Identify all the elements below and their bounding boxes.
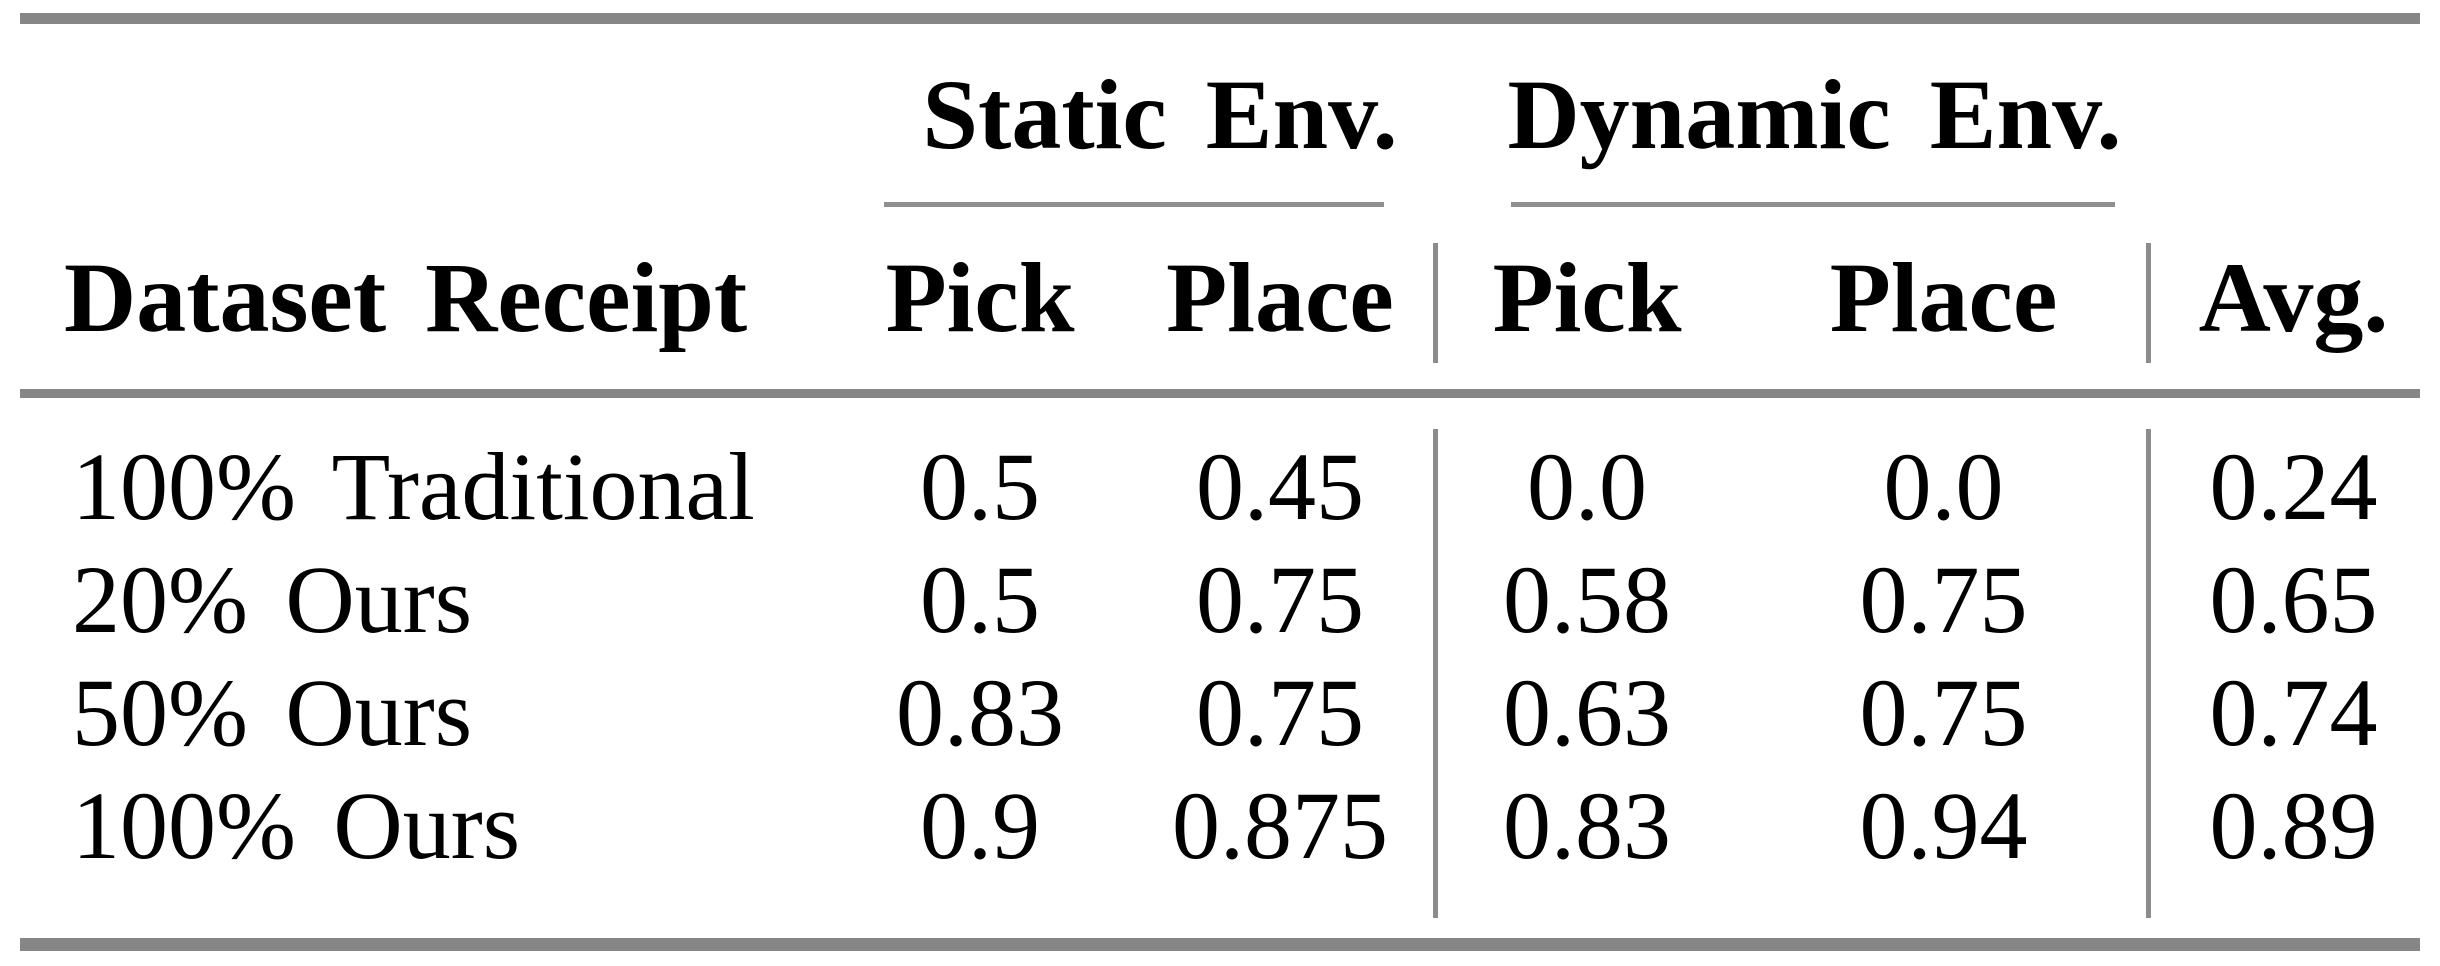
row-label: 100% Traditional: [72, 432, 755, 540]
col-header-avg: Avg.: [2198, 241, 2389, 353]
static-pick-value: 0.83: [896, 658, 1064, 766]
col-header-static-pick: Pick: [885, 241, 1075, 353]
vertical-rule-avg-header: [2146, 243, 2151, 363]
static-pick-value: 0.5: [920, 432, 1040, 540]
table-mid-rule: [20, 389, 2420, 398]
rule-spacer-cell: [20, 408, 2420, 430]
group-header-dynamic-env: Dynamic Env.: [1507, 59, 2122, 170]
col-header-dynamic-place: Place: [1829, 241, 2058, 353]
group-header-spacer-left: [20, 23, 860, 207]
group-header-row: Static Env. Dynamic Env.: [20, 23, 2420, 207]
col-header-dynamic-pick: Pick: [1492, 241, 1682, 353]
dynamic-pick-value: 0.0: [1527, 432, 1647, 540]
dynamic-place-value: 0.75: [1859, 545, 2028, 653]
vertical-rule-avg-body: [2146, 429, 2151, 918]
table-top-rule: [20, 13, 2420, 24]
column-header-row: Dataset Receipt Pick Place Pick Place Av…: [20, 207, 2420, 408]
avg-value: 0.89: [2209, 771, 2378, 879]
rule-spacer-row: [20, 408, 2420, 430]
vertical-rule-static-dynamic-header: [1433, 243, 1438, 363]
table-row: 50% Ours 0.83 0.75 0.63 0.75 0.74: [20, 656, 2420, 769]
group-header-spacer-right: [2147, 23, 2420, 207]
table-row: 100% Ours 0.9 0.875 0.83 0.94 0.89: [20, 769, 2420, 882]
static-place-value: 0.75: [1196, 658, 1364, 766]
dynamic-env-cmidrule: [1511, 202, 2115, 207]
col-header-static-place: Place: [1166, 241, 1394, 353]
dynamic-place-value: 0.0: [1883, 432, 2004, 540]
dynamic-pick-value: 0.58: [1503, 545, 1671, 653]
static-env-cmidrule: [884, 202, 1384, 207]
avg-value: 0.74: [2209, 658, 2378, 766]
row-label: 100% Ours: [72, 771, 521, 879]
row-label: 50% Ours: [72, 658, 473, 766]
dynamic-place-value: 0.94: [1859, 771, 2028, 879]
vertical-rule-static-dynamic-body: [1433, 429, 1438, 918]
avg-value: 0.24: [2209, 432, 2378, 540]
col-header-dataset-receipt: Dataset Receipt: [64, 241, 748, 353]
dynamic-pick-value: 0.63: [1503, 658, 1671, 766]
avg-value: 0.65: [2209, 545, 2378, 653]
group-header-static-env: Static Env.: [922, 59, 1398, 170]
table-bottom-rule: [20, 938, 2420, 951]
static-place-value: 0.875: [1172, 771, 1388, 879]
table-row: 20% Ours 0.5 0.75 0.58 0.75 0.65: [20, 543, 2420, 656]
static-place-value: 0.45: [1196, 432, 1364, 540]
static-place-value: 0.75: [1196, 545, 1364, 653]
row-label: 20% Ours: [72, 545, 473, 653]
results-table: Static Env. Dynamic Env. Dataset Receipt…: [20, 23, 2420, 882]
table-row: 100% Traditional 0.5 0.45 0.0 0.0 0.24: [20, 430, 2420, 543]
dynamic-place-value: 0.75: [1859, 658, 2028, 766]
static-pick-value: 0.5: [920, 545, 1040, 653]
dynamic-pick-value: 0.83: [1503, 771, 1671, 879]
static-pick-value: 0.9: [920, 771, 1040, 879]
